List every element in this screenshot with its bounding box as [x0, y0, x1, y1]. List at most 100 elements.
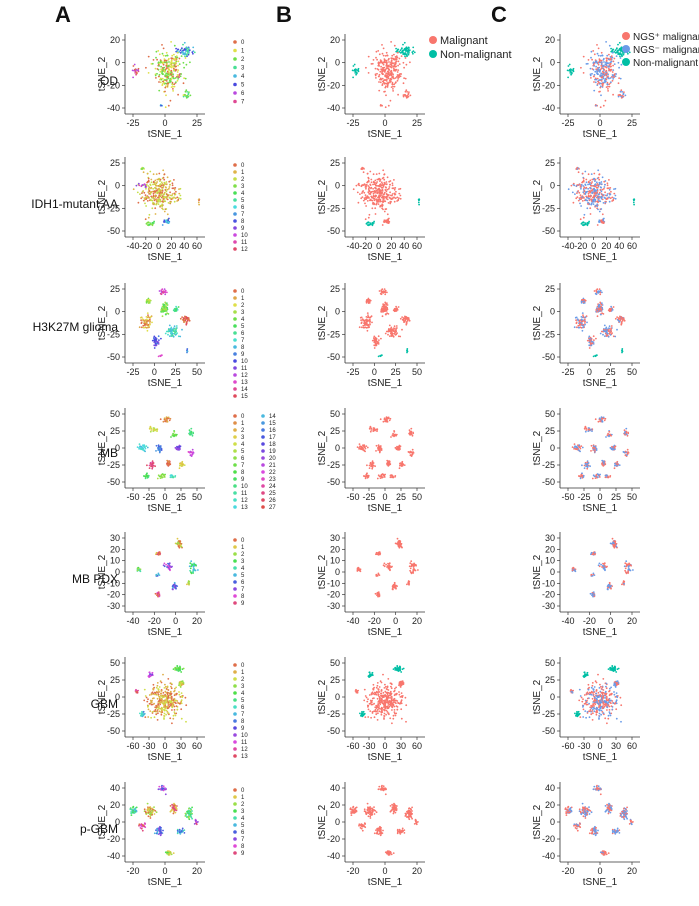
y-axis-title: tSNE_2: [97, 179, 108, 214]
data-point: [176, 332, 179, 334]
cluster-legend-swatch: [233, 82, 237, 87]
cluster-legend-label: 6: [241, 205, 245, 211]
data-point: [163, 191, 166, 194]
data-point: [617, 82, 620, 85]
cluster-legend-label: 6: [241, 580, 245, 586]
data-point: [386, 417, 388, 420]
data-point: [157, 203, 160, 206]
data-point: [143, 449, 145, 452]
data-point: [412, 570, 414, 573]
data-point: [383, 59, 386, 62]
data-point: [379, 60, 382, 63]
data-point: [375, 173, 378, 176]
data-point: [186, 91, 189, 93]
data-point: [365, 445, 368, 447]
data-point: [376, 191, 378, 194]
data-point: [368, 213, 371, 216]
data-point: [401, 460, 404, 463]
data-point: [379, 199, 382, 202]
data-point: [609, 77, 612, 79]
data-point: [171, 83, 174, 86]
data-point: [139, 316, 142, 319]
data-point: [393, 44, 396, 47]
data-point: [164, 106, 167, 109]
x-tick-label: 0: [152, 367, 157, 377]
data-point: [586, 62, 589, 65]
data-point: [177, 69, 180, 71]
data-point: [389, 63, 392, 65]
data-point: [603, 186, 606, 188]
data-point: [157, 61, 160, 64]
y-tick-label: 50: [330, 409, 340, 419]
data-point: [584, 316, 587, 318]
data-point: [182, 82, 185, 85]
data-point: [404, 318, 407, 321]
data-point: [406, 91, 409, 93]
y-tick-label: -50: [327, 352, 340, 362]
data-point: [173, 69, 176, 72]
cluster-legend-label: 16: [269, 428, 276, 434]
data-point: [149, 316, 152, 318]
data-point: [159, 418, 162, 421]
data-point: [598, 71, 601, 73]
x-tick-label: 25: [192, 118, 202, 128]
data-point: [580, 318, 583, 321]
data-point: [375, 184, 377, 187]
data-point: [397, 541, 399, 544]
data-point: [578, 449, 580, 452]
data-point: [596, 315, 599, 318]
data-point: [579, 186, 582, 188]
data-point: [189, 567, 192, 570]
data-point: [366, 172, 369, 175]
data-point: [170, 436, 172, 438]
data-point: [170, 326, 173, 329]
data-point: [191, 563, 194, 566]
data-point: [376, 477, 379, 480]
data-point: [604, 197, 607, 200]
data-point: [167, 416, 170, 419]
y-tick-label: -25: [107, 329, 120, 339]
cluster-legend-swatch: [261, 498, 265, 502]
data-point: [369, 323, 371, 326]
data-point: [385, 197, 388, 200]
data-point: [607, 73, 609, 76]
data-point: [600, 181, 603, 183]
data-point: [172, 75, 174, 78]
x-tick-label: 0: [162, 492, 167, 502]
data-point: [394, 334, 397, 336]
data-point: [367, 216, 370, 219]
data-point: [178, 192, 181, 195]
data-point: [177, 198, 180, 201]
data-point: [161, 83, 164, 85]
data-point: [606, 184, 609, 187]
data-point: [610, 81, 612, 83]
cluster-legend-label: 3: [241, 310, 245, 316]
data-point: [163, 183, 166, 186]
data-point: [363, 446, 366, 448]
data-point: [617, 94, 620, 96]
data-point: [393, 179, 395, 181]
data-point: [151, 467, 154, 470]
data-point: [364, 447, 367, 450]
data-point: [149, 425, 152, 428]
data-point: [143, 191, 146, 194]
y-tick-label: -25: [542, 460, 555, 470]
data-point: [390, 61, 392, 64]
data-point: [143, 444, 146, 447]
y-tick-label: 20: [110, 544, 120, 554]
data-point: [163, 565, 166, 568]
data-point: [383, 66, 386, 69]
data-point: [180, 464, 183, 467]
cluster-legend-label: 21: [269, 463, 276, 469]
data-point: [606, 334, 609, 337]
cluster-legend-swatch: [233, 477, 237, 481]
cluster-legend-swatch: [233, 580, 237, 584]
data-point: [362, 199, 365, 202]
data-point: [159, 199, 162, 202]
data-point: [608, 192, 611, 195]
data-point: [410, 565, 413, 568]
data-point: [593, 81, 595, 83]
data-point: [371, 224, 374, 227]
data-point: [151, 221, 154, 224]
